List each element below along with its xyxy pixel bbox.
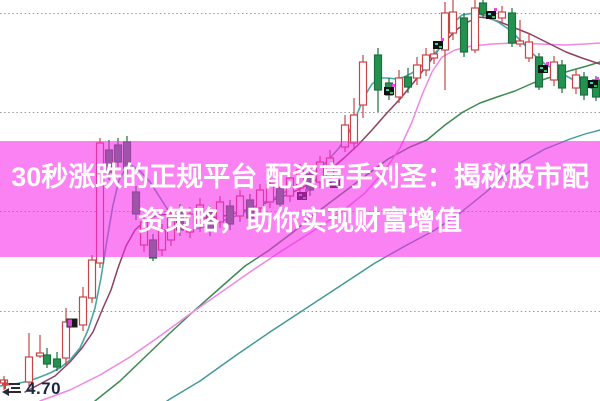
candle-up <box>497 11 507 19</box>
signal-marker-dot <box>546 62 549 65</box>
candle-up <box>524 41 534 59</box>
entry-marker-icon <box>2 380 24 396</box>
candle-up <box>358 61 368 106</box>
signal-marker-dot <box>492 16 495 18</box>
candle-down <box>42 354 52 365</box>
signal-marker-half <box>72 319 77 327</box>
overlay-banner: 30秒涨跌的正规平台 配资高手刘圣：揭秘股市配 资策略，助你实现财富增值 <box>0 141 600 257</box>
candle-up <box>470 7 480 51</box>
candle-down <box>459 17 469 53</box>
candle-up <box>394 77 404 98</box>
banner-title-line2: 资策略，助你实现财富增值 <box>138 206 462 236</box>
signal-marker-dot <box>544 70 547 72</box>
signal-marker-dot <box>488 13 491 15</box>
candle-up <box>421 54 431 71</box>
candle-up <box>440 12 450 51</box>
candle-down <box>52 358 62 368</box>
signal-marker-dot <box>594 85 597 87</box>
candle-up <box>87 259 97 299</box>
candle-up <box>448 11 458 34</box>
signal-marker-dot <box>494 8 497 11</box>
price-label: 4.70 <box>26 379 62 398</box>
icon-bar <box>9 383 20 385</box>
candle-up <box>571 74 581 89</box>
signal-marker-dot <box>596 77 599 80</box>
candle-down <box>403 76 413 88</box>
tiny-candle-mark <box>2 383 9 385</box>
signal-marker-dot <box>390 92 393 94</box>
candle-up <box>429 53 439 59</box>
banner-title-line1: 30秒涨跌的正规平台 配资高手刘圣：揭秘股市配 <box>11 162 589 192</box>
candle-down <box>557 64 567 89</box>
candle-up <box>61 321 71 359</box>
candle-up <box>35 352 45 357</box>
signal-marker-dot <box>435 43 438 45</box>
signal-marker-dot <box>386 89 389 91</box>
signal-marker-dot <box>439 46 442 48</box>
candle-up <box>78 296 88 326</box>
candle-up <box>515 40 525 45</box>
icon-bar <box>9 391 21 393</box>
candle-down <box>373 54 383 91</box>
signal-marker-dot <box>540 67 543 69</box>
candle-up <box>549 61 559 81</box>
left-arrow-icon <box>2 388 9 396</box>
candle-down <box>579 76 589 96</box>
candle-up <box>349 114 359 144</box>
signal-marker-dot <box>590 82 593 84</box>
candle-up <box>24 356 34 383</box>
candle-down <box>507 12 517 44</box>
candle-up <box>412 64 422 79</box>
candle-down <box>478 2 488 15</box>
signal-marker-dot <box>441 38 444 41</box>
icon-bar <box>11 387 20 389</box>
signal-marker-dot <box>392 84 395 87</box>
